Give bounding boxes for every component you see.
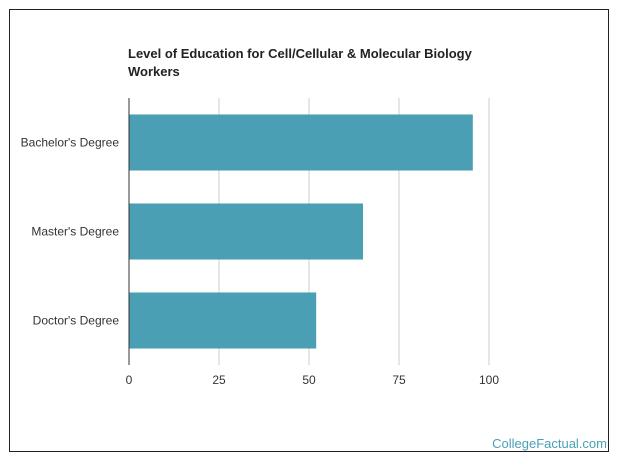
x-tick-label-75: 75 — [392, 373, 406, 387]
x-tick-label-25: 25 — [212, 373, 226, 387]
watermark[interactable]: CollegeFactual.com — [492, 436, 607, 451]
x-tick-label-100: 100 — [479, 373, 499, 387]
x-tick-label-0: 0 — [126, 373, 133, 387]
bar-2 — [129, 292, 317, 349]
chart-title: Level of Education for Cell/Cellular & M… — [128, 45, 488, 81]
category-label-1: Master's Degree — [31, 225, 119, 239]
chart-title-line-2: Workers — [128, 64, 180, 79]
bar-1 — [129, 203, 363, 260]
category-label-2: Doctor's Degree — [33, 314, 120, 328]
chart-title-line-1: Level of Education for Cell/Cellular & M… — [128, 46, 472, 61]
x-tick-label-50: 50 — [302, 373, 316, 387]
category-label-0: Bachelor's Degree — [21, 136, 120, 150]
bar-0 — [129, 114, 473, 171]
